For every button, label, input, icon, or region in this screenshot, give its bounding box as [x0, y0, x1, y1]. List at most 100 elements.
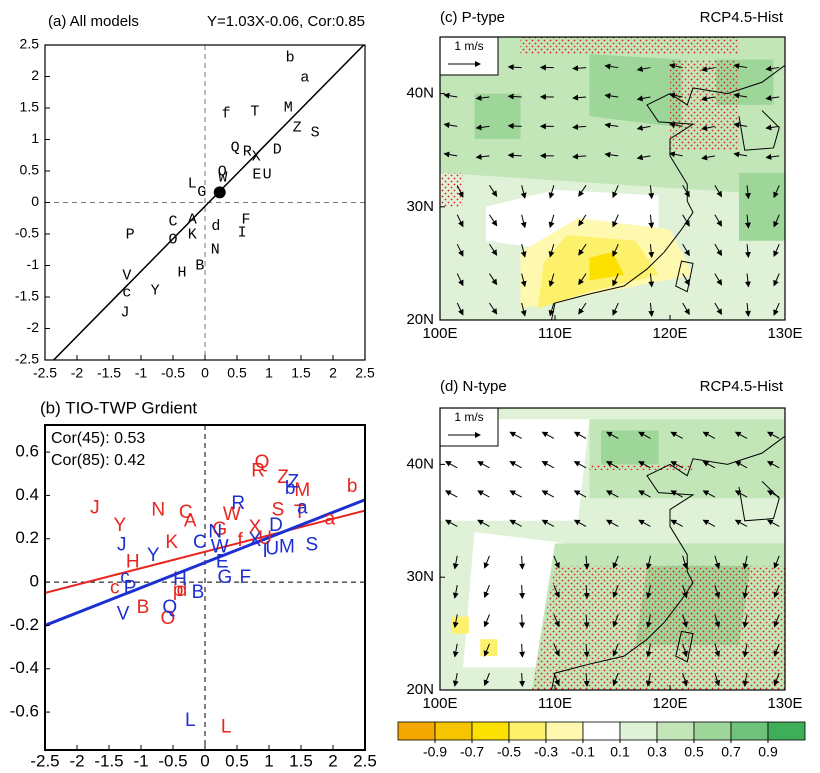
wind-vector: [714, 584, 721, 599]
wind-vector: [612, 672, 619, 687]
y-tick-label: 40N: [406, 455, 434, 472]
wind-vector: [638, 519, 651, 527]
point-label: K: [188, 227, 197, 244]
point-label: X: [249, 517, 262, 538]
y-tick-label: 1: [31, 130, 39, 146]
wind-vector: [682, 302, 690, 316]
point-label: R: [231, 493, 245, 514]
colorbar-label: -0.3: [534, 744, 558, 760]
y-tick-label: -2.5: [15, 351, 39, 367]
x-tick-label: -2.5: [30, 751, 59, 770]
significance-stipple: [520, 37, 739, 54]
wind-vector: [583, 673, 590, 688]
point-label: d: [211, 218, 220, 235]
point-label: T: [294, 502, 306, 523]
wind-vector: [742, 643, 749, 658]
colorbar-label: -0.7: [460, 744, 484, 760]
wind-vector: [714, 614, 721, 628]
point-label: c: [122, 285, 131, 302]
wind-vector: [604, 151, 619, 158]
chart-title: (a) All models: [48, 13, 139, 30]
wind-vector: [483, 584, 490, 599]
point-label: O: [168, 232, 177, 249]
point-label: f: [238, 530, 244, 551]
x-tick-label: -2: [69, 751, 84, 770]
point-label: U: [258, 528, 272, 549]
wind-vector: [483, 555, 490, 569]
wind-vector: [645, 672, 652, 687]
y-tick-label: 20N: [406, 681, 434, 698]
x-tick-label: 2.5: [355, 365, 375, 381]
wind-vector: [605, 431, 619, 439]
plot-frame: [44, 44, 366, 361]
wind-vector: [682, 214, 690, 227]
colorbar-box: [693, 721, 732, 741]
mean-point: [213, 186, 226, 199]
wind-vector: [553, 584, 560, 598]
annotation: Y=1.03X-0.06, Cor:0.85: [207, 13, 365, 30]
wind-vector: [507, 122, 522, 129]
point-label: N: [211, 242, 220, 259]
wind-vector: [489, 185, 498, 197]
wind-vector: [701, 66, 715, 73]
wind-vector: [509, 431, 522, 439]
wind-vector: [572, 124, 587, 131]
wind-vector: [702, 490, 716, 498]
wind-vector: [733, 92, 748, 99]
colorbar-box: [397, 721, 436, 741]
point-label: V: [122, 268, 131, 285]
wind-vector: [573, 461, 587, 469]
wind-vector: [583, 555, 590, 570]
wind-vector: [573, 519, 587, 527]
colorbar-label: -0.9: [423, 744, 447, 760]
point-label: V: [117, 604, 130, 625]
point-label: X: [249, 530, 262, 551]
coastline: [738, 110, 780, 151]
wind-vector: [509, 519, 522, 527]
wind-vector: [604, 63, 619, 70]
point-label: N: [151, 500, 165, 521]
point-label: I: [238, 225, 247, 242]
wind-vector: [682, 243, 690, 257]
wind-vector: [605, 519, 619, 527]
wind-vector: [742, 614, 749, 629]
point-label: H: [173, 569, 187, 590]
wind-vector: [670, 490, 683, 498]
wind-vector: [733, 151, 748, 158]
shading: [451, 616, 469, 634]
point-label: C: [168, 213, 177, 230]
chart-title: (b) TIO-TWP Grdient: [40, 398, 197, 417]
plot-area: [45, 425, 365, 750]
wind-vector: [475, 94, 490, 101]
y-tick-label: -1.5: [15, 288, 39, 304]
wind-vector: [773, 584, 780, 599]
wind-vector: [648, 214, 655, 229]
wind-vector: [612, 185, 619, 199]
wind-vector: [714, 273, 723, 286]
wind-vector: [638, 461, 651, 469]
wind-vector: [483, 672, 490, 687]
fit-line: [52, 45, 365, 360]
wind-vector: [765, 95, 780, 101]
wind-vector: [443, 122, 458, 129]
wind-vector: [605, 461, 619, 469]
wind-vector: [507, 93, 522, 100]
wind-vector: [638, 490, 651, 498]
y-tick-label: 0.2: [15, 528, 39, 547]
wind-vector: [520, 302, 527, 317]
point-label: J: [120, 305, 129, 322]
x-tick-label: 100E: [422, 695, 457, 712]
wind-vector: [714, 243, 723, 257]
wind-vector: [773, 273, 780, 287]
wind-vector: [489, 273, 498, 286]
wind-vector: [714, 185, 723, 198]
wind-vector: [682, 643, 688, 658]
point-label: O: [160, 608, 175, 629]
y-tick-label: 2.5: [20, 36, 40, 52]
point-label: S: [272, 500, 285, 521]
point-label: Y: [151, 283, 160, 300]
y-tick-label: 0.5: [20, 162, 40, 178]
wind-vector: [765, 124, 780, 131]
chart-title: (d) N-type: [440, 378, 507, 395]
x-tick-label: 0.5: [227, 365, 247, 381]
